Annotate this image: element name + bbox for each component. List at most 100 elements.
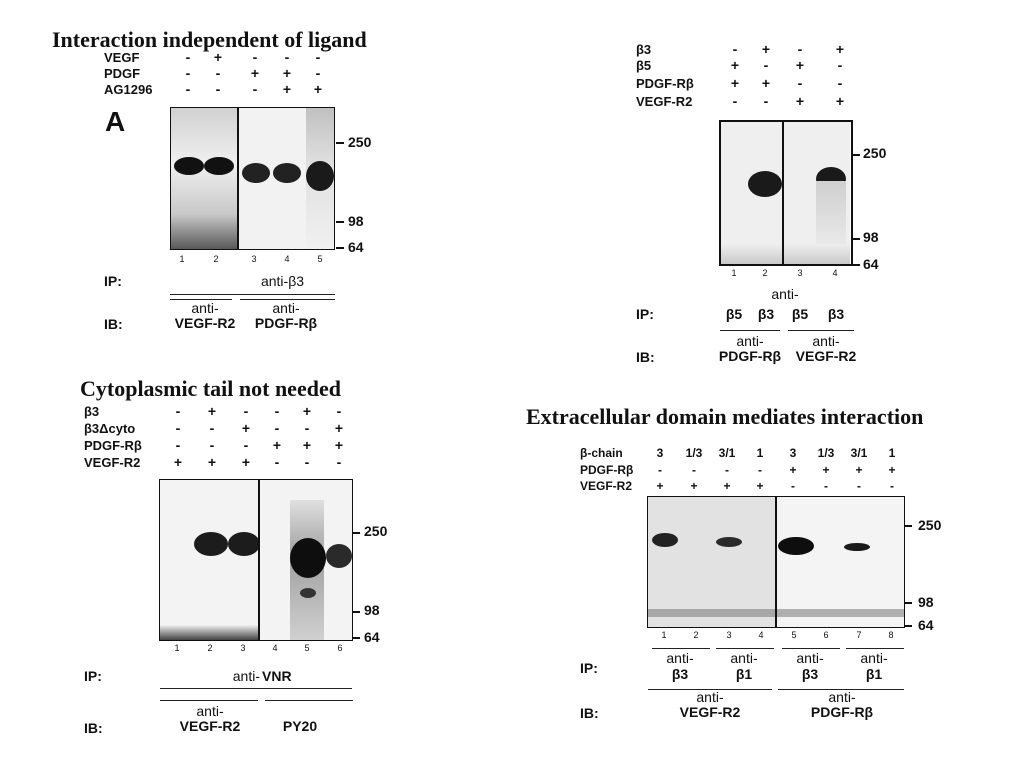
grid-cell: -	[732, 41, 738, 57]
grid-cell: -	[215, 65, 221, 81]
lane-number: 2	[762, 268, 768, 278]
lane-number: 1	[731, 268, 737, 278]
grid-cell: +	[302, 403, 312, 419]
grid-cell: +	[835, 93, 845, 109]
blot-c	[160, 480, 352, 640]
row-label-b3dcyto: β3Δcyto	[84, 421, 136, 436]
grid-cell: +	[723, 479, 731, 493]
ib-c-group-2-bottom: PY20	[282, 718, 318, 734]
blot-b	[720, 121, 850, 264]
lane-number: 5	[317, 254, 323, 264]
row-label-vegfr2-c: VEGF-R2	[84, 455, 141, 470]
grid-cell: -	[315, 65, 321, 81]
grid-cell: +	[207, 454, 217, 470]
grid-cell: 1	[888, 446, 896, 460]
grid-cell: +	[855, 463, 863, 477]
grid-cell: -	[243, 437, 249, 453]
blot-a	[170, 107, 335, 250]
grid-cell: -	[797, 41, 803, 57]
ib-c-group-1-bottom: VEGF-R2	[179, 718, 241, 734]
row-label-pdgfrb-d: PDGF-Rβ	[580, 463, 634, 477]
grid-cell: 1	[756, 446, 764, 460]
ip-group-top: anti-	[730, 650, 758, 666]
row-label-bchain: β-chain	[580, 446, 623, 460]
row-label-pdgfrb-c: PDGF-Rβ	[84, 438, 142, 453]
panel-d-title: Extracellular domain mediates interactio…	[526, 404, 924, 429]
grid-cell: -	[284, 49, 290, 65]
grid-cell: +	[656, 479, 664, 493]
grid-cell: -	[274, 454, 280, 470]
lane-number: 4	[284, 254, 290, 264]
grid-cell: 3	[656, 446, 664, 460]
grid-cell: +	[730, 75, 740, 91]
lane-number: 4	[758, 630, 764, 640]
mw-64-c: 64	[364, 629, 380, 645]
mw-64: 64	[348, 239, 364, 255]
ip-group-bottom: β3	[801, 666, 819, 682]
ib-b-group-1-top: anti-	[736, 333, 764, 349]
grid-cell: +	[730, 57, 740, 73]
panel-c-title: Cytoplasmic tail not needed	[80, 376, 341, 401]
ib-group-2-bottom: PDGF-Rβ	[254, 315, 318, 331]
grid-cell: +	[241, 420, 251, 436]
mw-250-c: 250	[364, 523, 388, 539]
grid-cell: -	[274, 403, 280, 419]
ip-label: IP:	[104, 273, 122, 289]
ip-value: β3	[757, 306, 775, 322]
grid-cell: -	[185, 81, 191, 97]
grid-cell: -	[175, 420, 181, 436]
grid-cell: -	[890, 479, 894, 493]
grid-cell: -	[763, 57, 769, 73]
ip-value: β3	[827, 306, 845, 322]
ib-group-1-bottom: VEGF-R2	[174, 315, 236, 331]
grid-cell: -	[336, 454, 342, 470]
lane-number: 4	[832, 268, 838, 278]
grid-cell: -	[692, 463, 696, 477]
row-label-vegfr2: VEGF-R2	[636, 94, 693, 109]
grid-cell: -	[725, 463, 729, 477]
grid-cell: -	[175, 437, 181, 453]
grid-cell: -	[252, 49, 258, 65]
row-label-b3-c: β3	[84, 404, 100, 419]
lane-number: 5	[304, 643, 310, 653]
mw-250-b: 250	[863, 145, 887, 161]
grid-cell: 3/1	[850, 446, 868, 460]
blot-d	[648, 497, 904, 627]
lane-number: 4	[272, 643, 278, 653]
grid-cell: 1/3	[685, 446, 703, 460]
grid-cell: +	[272, 437, 282, 453]
grid-cell: +	[761, 75, 771, 91]
ip-group-bottom: β3	[671, 666, 689, 682]
ib-group-2-top: anti-	[272, 300, 300, 316]
grid-cell: +	[334, 437, 344, 453]
mw-98-b: 98	[863, 229, 879, 245]
grid-cell: -	[791, 479, 795, 493]
ip-value: anti-β3	[260, 273, 305, 289]
grid-cell: -	[215, 81, 221, 97]
lane-number: 6	[337, 643, 343, 653]
row-label-b5: β5	[636, 58, 652, 73]
lane-number: 2	[207, 643, 213, 653]
ip-prefix-c: anti-	[232, 668, 260, 684]
grid-cell: -	[732, 93, 738, 109]
grid-cell: -	[336, 403, 342, 419]
mw-98-d: 98	[918, 594, 934, 610]
grid-cell: -	[315, 49, 321, 65]
lane-number: 3	[251, 254, 257, 264]
row-label-pdgfrb: PDGF-Rβ	[636, 76, 694, 91]
grid-cell: +	[313, 81, 323, 97]
panel-letter: A	[105, 106, 126, 137]
grid-cell: +	[302, 437, 312, 453]
grid-cell: +	[888, 463, 896, 477]
ip-group-top: anti-	[666, 650, 694, 666]
ip-group-top: anti-	[860, 650, 888, 666]
ip-value: β5	[791, 306, 809, 322]
ib-label-c: IB:	[84, 720, 103, 736]
ib-b-group-2-top: anti-	[812, 333, 840, 349]
grid-cell: +	[334, 420, 344, 436]
grid-cell: -	[209, 420, 215, 436]
grid-cell: -	[252, 81, 258, 97]
ib-label: IB:	[104, 316, 123, 332]
mw-250-d: 250	[918, 517, 942, 533]
grid-cell: +	[207, 403, 217, 419]
